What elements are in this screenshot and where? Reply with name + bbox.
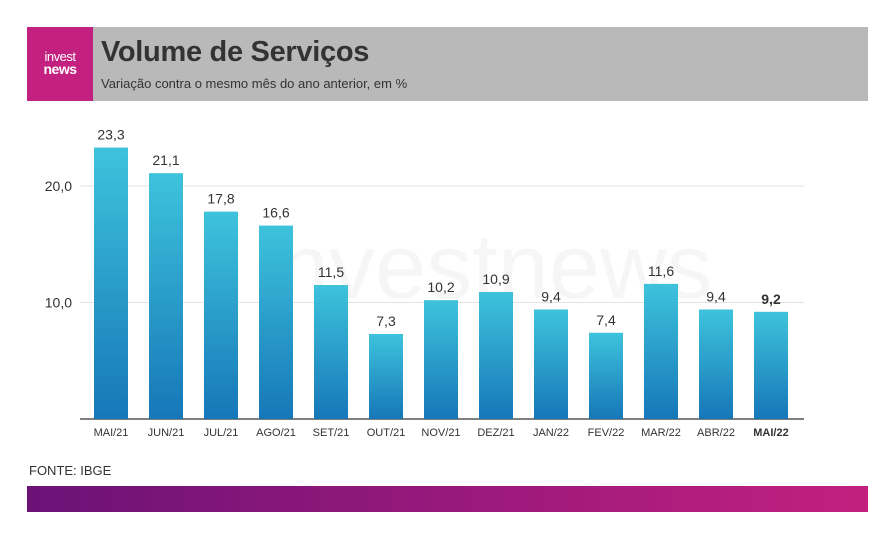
x-tick-label: DEZ/21: [477, 427, 514, 439]
bar-mai-22: [754, 311, 788, 419]
x-tick-label: NOV/21: [421, 427, 460, 439]
data-label: 9,4: [541, 288, 561, 304]
bar-nov-21: [424, 300, 458, 419]
data-label: 7,3: [376, 313, 396, 329]
y-tick-label: 10,0: [45, 295, 72, 311]
x-tick-label: JUN/21: [148, 427, 185, 439]
bar-jul-21: [204, 211, 238, 419]
x-tick-label: ABR/22: [697, 427, 735, 439]
header-banner: invest news Volume de Serviços Variação …: [27, 27, 868, 101]
logo-line-1: invest: [44, 49, 76, 64]
x-tick-label: AGO/21: [256, 427, 296, 439]
x-tick-label: OUT/21: [367, 427, 406, 439]
x-tick-label: MAR/22: [641, 427, 681, 439]
chart-subtitle: Variação contra o mesmo mês do ano anter…: [101, 76, 408, 91]
bar-fev-22: [589, 332, 623, 419]
x-tick-label: FEV/22: [588, 427, 625, 439]
data-label: 7,4: [596, 312, 616, 328]
bar-dez-21: [479, 292, 513, 419]
bar-ago-21: [259, 225, 293, 419]
bar-out-21: [369, 333, 403, 419]
data-label: 11,6: [648, 263, 674, 279]
data-label: 23,3: [97, 127, 124, 143]
data-label: 9,4: [706, 288, 726, 304]
bar-jun-21: [149, 173, 183, 419]
data-label: 10,2: [427, 279, 454, 295]
logo-line-2: news: [43, 61, 77, 77]
data-label: 21,1: [152, 152, 179, 168]
data-label: 11,5: [318, 264, 344, 280]
data-label: 17,8: [207, 191, 234, 207]
bottom-gradient-bar: [27, 486, 868, 512]
chart-title: Volume de Serviços: [101, 36, 370, 68]
data-label: 10,9: [482, 271, 509, 287]
bar-mai-21: [94, 147, 128, 419]
x-tick-label: JAN/22: [533, 427, 569, 439]
data-label: 9,2: [761, 291, 781, 307]
data-label: 16,6: [262, 205, 289, 221]
bar-mar-22: [644, 283, 678, 419]
bar-jan-22: [534, 309, 568, 419]
y-tick-label: 20,0: [45, 178, 72, 194]
source-note: FONTE: IBGE: [29, 463, 112, 478]
investnews-logo: invest news: [27, 27, 93, 101]
bar-abr-22: [699, 309, 733, 419]
bar-set-21: [314, 285, 348, 419]
x-tick-label: SET/21: [313, 427, 350, 439]
x-tick-label: MAI/22: [753, 427, 788, 439]
x-tick-label: JUL/21: [204, 427, 239, 439]
x-tick-label: MAI/21: [94, 427, 129, 439]
